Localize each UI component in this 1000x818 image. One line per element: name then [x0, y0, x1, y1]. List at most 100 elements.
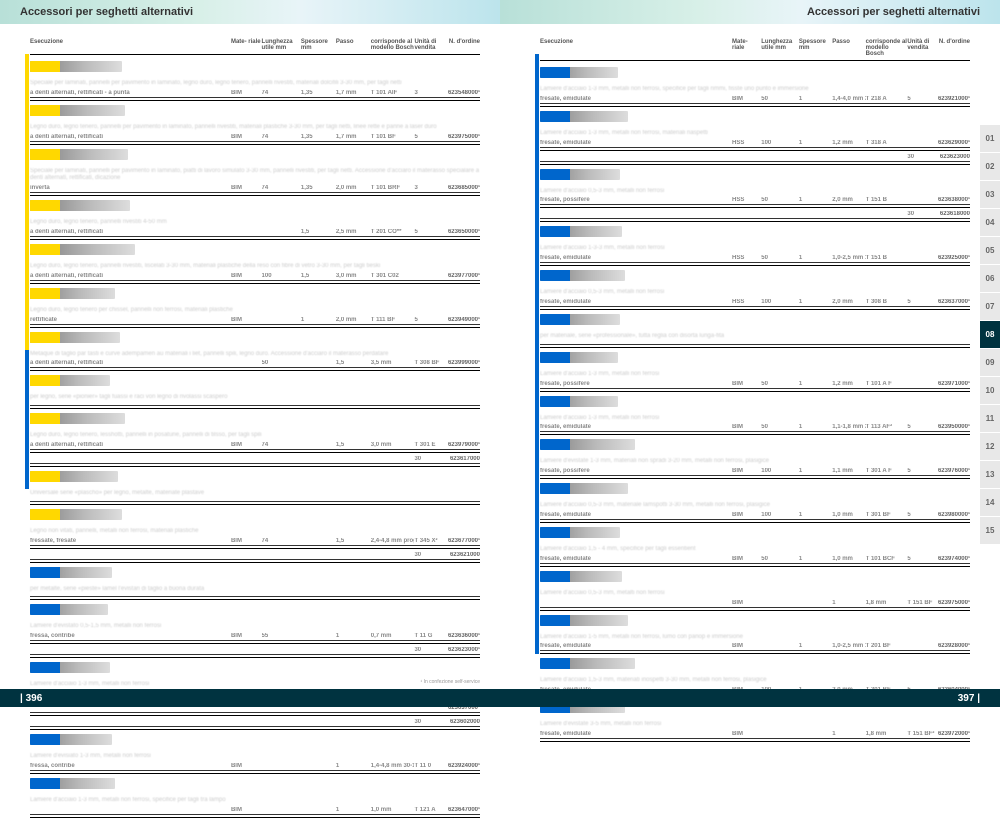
badge-icon [30, 662, 60, 673]
page-num-right: 397 | [958, 693, 980, 704]
product-image [30, 149, 128, 160]
col-lunghezza-r: Lunghezza utile mm [761, 39, 799, 57]
data-row: fresate, emidulateBIM11,0-2,5 mm 12-18 T… [540, 642, 970, 651]
tab-11[interactable]: 11 [980, 405, 1000, 433]
table-row: Metaque di taglio par tasti e curve adem… [30, 330, 480, 372]
badge-icon [540, 396, 570, 407]
table-row: Legno non vitati, pannelli, metalli non … [30, 507, 480, 549]
col-corrisponde-r: corrisponde al modello Bosch [866, 39, 908, 57]
col-unita-r: Unità di vendita [907, 39, 936, 57]
table-row: per legno, serie «pionier» tagli fuassi … [30, 373, 480, 409]
tab-09[interactable]: 09 [980, 349, 1000, 377]
desc-text: Lamiere d'acciaio 0,5-3 mm, metalli non … [540, 289, 970, 297]
tab-02[interactable]: 02 [980, 153, 1000, 181]
data-row: 30623621000 [30, 551, 480, 560]
badge-icon [30, 734, 60, 745]
product-image [30, 61, 122, 72]
table-row: Speciale per laminati, pannelli per pavi… [30, 59, 480, 101]
desc-text: Lamiere d'acciaio 1-3 mm, metalli non fe… [540, 371, 970, 379]
product-image [540, 439, 635, 450]
badge-icon [540, 571, 570, 582]
table-row: 30623617000 [30, 455, 480, 467]
product-image [30, 604, 108, 615]
product-image [30, 778, 115, 789]
data-row: fresate, emidulateBIM5011,4-4,0 mm 30-12… [540, 95, 970, 104]
table-row: Lamiere d'acciaio 0,5-3 mm, metalli non … [540, 268, 970, 310]
data-row: fressa, contribeBIM5510,7 mmT 11 G623636… [30, 632, 480, 641]
product-image [540, 169, 620, 180]
tab-07[interactable]: 07 [980, 293, 1000, 321]
data-row: a denti alternati, rettificati - a punta… [30, 89, 480, 98]
data-row: fresate, emidulateHSS10012,0 mmT 308 B56… [540, 298, 970, 307]
data-row: fresate, emidulateBIM10011,0 mmT 301 BF5… [540, 511, 970, 520]
badge-icon [540, 270, 570, 281]
rows-right: Lamiere d'acciaio 1-3 mm, metalli non fe… [540, 65, 970, 742]
badge-icon [30, 288, 60, 299]
data-row: rettificateBIM12,0 mmT 111 BF5623949000¹ [30, 316, 480, 325]
table-row: Lamiere d'acciaio 1-3 mm, metalli non fe… [540, 109, 970, 151]
product-image [540, 396, 618, 407]
table-row: Legno duro, legno tenero, pannelli rives… [30, 198, 480, 240]
desc-text: Speciale per laminati, pannelli per pavi… [30, 168, 480, 184]
badge-icon [30, 567, 60, 578]
data-row: fresate, possifereBIM5011,2 mmT 101 A F6… [540, 380, 970, 389]
col-corrisponde: corrisponde al modello Bosch [371, 39, 415, 51]
col-lunghezza: Lunghezza utile mm [262, 39, 301, 51]
table-row: per metalte, serie «pieste» lamel l'evis… [30, 565, 480, 601]
tab-01[interactable]: 01 [980, 125, 1000, 153]
footnote-left: ¹ In confezione self-service [421, 679, 480, 685]
tab-03[interactable]: 03 [980, 181, 1000, 209]
data-row: 30623623000¹ [30, 646, 480, 655]
table-row: 30623602000 [30, 718, 480, 730]
table-row: Lamiere d'acciaio 1-3 mm, metalli non fe… [540, 350, 970, 392]
data-row: a denti alternati, rettificati501,53,5 m… [30, 359, 480, 368]
data-row: fresate, emidulateBIM5011,0 mmT 101 BCF5… [540, 555, 970, 564]
tab-06[interactable]: 06 [980, 265, 1000, 293]
product-image [540, 615, 628, 626]
col-spessore: Spessore mm [301, 39, 336, 51]
desc-text: Lamiere d'evisiato 1-3 mm, metalli non f… [30, 753, 480, 761]
badge-icon [540, 483, 570, 494]
data-row: BIM11,0 mmT 121 A623647000¹ [30, 806, 480, 815]
col-passo-r: Passo [832, 39, 865, 57]
table-row: Lamiere d'acciaio 0,5-3 mm, metalti non … [540, 569, 970, 611]
table-row: Lamiere d'acciaio 1-5 mm, metalli non fe… [540, 613, 970, 655]
data-row: 30623623000 [540, 153, 970, 162]
tab-14[interactable]: 14 [980, 489, 1000, 517]
desc-text: Legno non vitati, pannelli, metalli non … [30, 528, 480, 536]
desc-text: Lamiere d'acciaio 1-3 mm, metalli non fe… [30, 681, 480, 689]
product-image [30, 244, 135, 255]
tab-12[interactable]: 12 [980, 433, 1000, 461]
data-row: invertaBIM741,352,0 mmT 101 BRF362368500… [30, 184, 480, 193]
desc-text: Speciale per laminati, pannelli per pavi… [30, 80, 480, 88]
table-row: 30623623000¹ [30, 646, 480, 658]
data-row: fresate, possifereBIM10011,1 mmT 301 A F… [540, 467, 970, 476]
table-row: Lamiere d'evisiato 1-3 mm, metalli non f… [30, 732, 480, 774]
tab-08[interactable]: 08 [980, 321, 1000, 349]
product-image [30, 413, 125, 424]
table-row: Lamiere d'acciaio 0,5-3 mm, materiale la… [540, 481, 970, 523]
tab-05[interactable]: 05 [980, 237, 1000, 265]
table-row: Legno duro, legno tenero, pannelli rives… [30, 242, 480, 284]
desc-text: Lamiere d'acciaio 1-3-3 mm, metalli non … [540, 245, 970, 253]
product-image [540, 226, 622, 237]
tab-10[interactable]: 10 [980, 377, 1000, 405]
tab-13[interactable]: 13 [980, 461, 1000, 489]
badge-icon [540, 111, 570, 122]
table-row: Legno duro, legno tenero, lesshotti, pan… [30, 411, 480, 453]
desc-text: Lamiere d'acciaio 1,5 - 4 mm, specifice … [540, 546, 970, 554]
tab-15[interactable]: 15 [980, 517, 1000, 545]
col-spessore-r: Spessore mm [799, 39, 832, 57]
table-row: Lamiere d'acciaio 1-3 mm, metalli non fe… [540, 65, 970, 107]
tab-04[interactable]: 04 [980, 209, 1000, 237]
data-row: a denti alternati, rettificatiBIM741,351… [30, 133, 480, 142]
desc-text: Legno duro, legno tenero, pannelli rives… [30, 263, 480, 271]
data-row: fressa, contribeBIM11,4-4,8 mm 30-12 TPU… [30, 762, 480, 771]
table-row: 30623623000 [540, 153, 970, 165]
table-row: Lamiere d'acciaio 1-3 mm, metalli non fe… [30, 776, 480, 818]
col-materiale-r: Mate- riale [732, 39, 761, 57]
page-num-left: | 396 [20, 693, 42, 704]
desc-text: Universale serie «plascho» per legno, me… [30, 490, 480, 498]
desc-text: Legno duro, legno tenero, pannelli rives… [30, 219, 480, 227]
desc-text: Lamiere d'acciaio 0,5-3 mm, materiale la… [540, 502, 970, 510]
